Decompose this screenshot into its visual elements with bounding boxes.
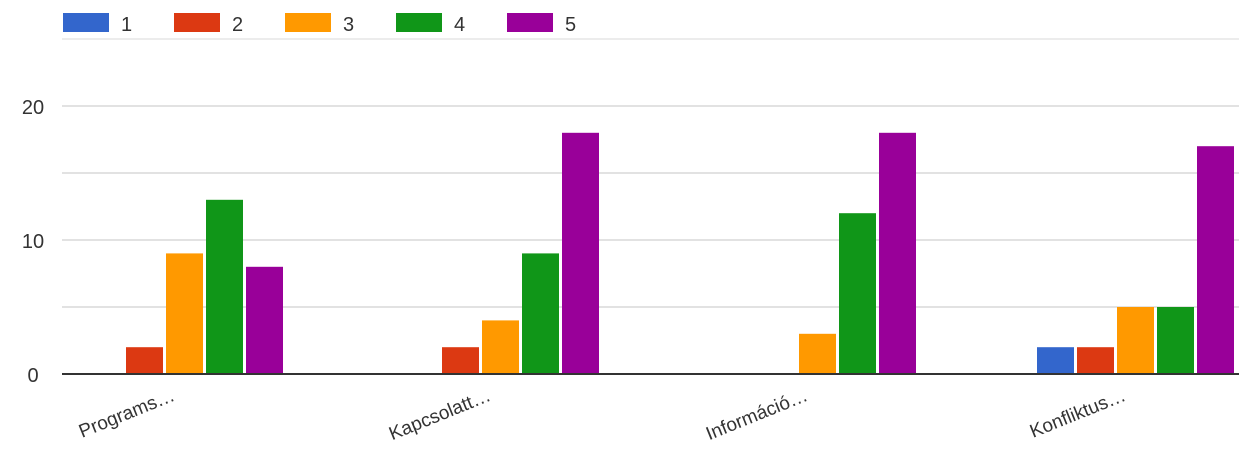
bar	[1157, 307, 1194, 374]
bar	[522, 253, 559, 374]
bar	[839, 213, 876, 374]
legend-label: 2	[232, 14, 243, 36]
bar	[166, 253, 203, 374]
legend-swatch	[174, 13, 220, 32]
legend-label: 1	[121, 14, 132, 36]
bar	[246, 266, 283, 374]
bar	[1077, 347, 1114, 374]
bar	[1037, 347, 1074, 374]
y-tick-label: 20	[22, 97, 44, 119]
legend-label: 5	[565, 14, 576, 36]
y-tick-label: 10	[22, 231, 44, 253]
bar	[206, 199, 243, 374]
legend-swatch	[507, 13, 553, 32]
y-tick-label: 0	[27, 365, 38, 387]
bar	[562, 132, 599, 374]
bar	[1197, 146, 1234, 374]
legend-swatch	[285, 13, 331, 32]
bar	[442, 347, 479, 374]
bar	[482, 320, 519, 374]
legend-swatch	[63, 13, 109, 32]
category-label: Konfliktus…	[1027, 385, 1129, 442]
category-label: Programs…	[76, 385, 178, 442]
category-label: Információ…	[703, 385, 811, 445]
bar	[126, 347, 163, 374]
legend-label: 3	[343, 14, 354, 36]
legend-label: 4	[454, 14, 465, 36]
bar	[799, 333, 836, 374]
category-label: Kapcsolatt…	[386, 385, 494, 445]
legend-swatch	[396, 13, 442, 32]
bar	[879, 132, 916, 374]
bar	[1117, 307, 1154, 374]
